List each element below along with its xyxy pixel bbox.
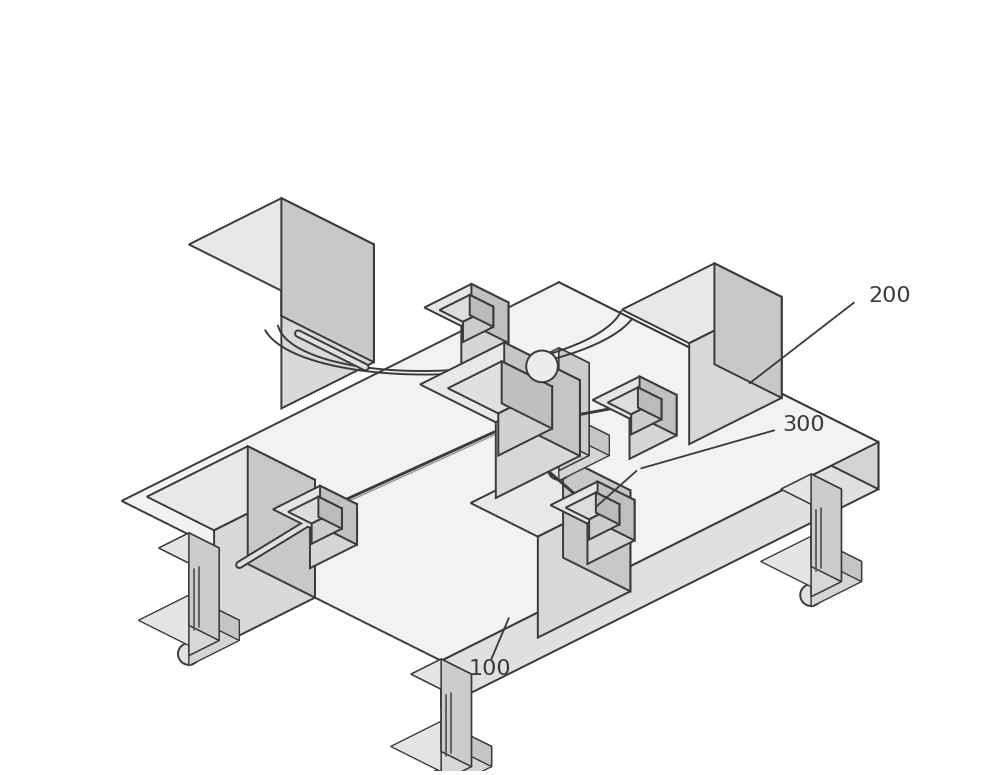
Polygon shape [587, 500, 635, 564]
Polygon shape [189, 533, 219, 640]
Polygon shape [638, 388, 661, 419]
Polygon shape [559, 282, 878, 489]
Polygon shape [811, 489, 841, 597]
Polygon shape [441, 442, 878, 708]
Polygon shape [496, 381, 580, 498]
Polygon shape [461, 302, 508, 367]
Polygon shape [281, 244, 374, 408]
Polygon shape [811, 474, 841, 582]
Polygon shape [424, 284, 508, 326]
Polygon shape [189, 198, 374, 291]
Polygon shape [761, 536, 862, 587]
Text: 300: 300 [782, 415, 825, 435]
Text: 100: 100 [468, 659, 511, 679]
Polygon shape [470, 295, 493, 327]
Polygon shape [471, 456, 630, 536]
Polygon shape [288, 497, 342, 524]
Polygon shape [441, 722, 492, 766]
Polygon shape [529, 348, 589, 378]
Polygon shape [310, 505, 357, 568]
Polygon shape [781, 474, 841, 505]
Polygon shape [439, 295, 493, 322]
Polygon shape [498, 387, 552, 456]
Circle shape [800, 584, 822, 606]
Polygon shape [608, 388, 661, 415]
Polygon shape [391, 722, 492, 772]
Polygon shape [598, 481, 635, 540]
Polygon shape [559, 363, 589, 470]
Polygon shape [502, 361, 552, 429]
Polygon shape [248, 446, 315, 598]
Polygon shape [441, 674, 471, 775]
Circle shape [526, 350, 558, 382]
Polygon shape [566, 492, 619, 519]
Polygon shape [689, 297, 782, 444]
Polygon shape [448, 361, 552, 414]
Polygon shape [629, 395, 677, 459]
Polygon shape [312, 508, 342, 544]
Polygon shape [441, 659, 471, 766]
Polygon shape [471, 284, 508, 343]
Polygon shape [122, 282, 878, 660]
Circle shape [178, 643, 200, 665]
Polygon shape [508, 410, 609, 460]
Polygon shape [538, 491, 630, 638]
Polygon shape [550, 481, 635, 524]
Circle shape [430, 770, 452, 775]
Polygon shape [559, 348, 589, 456]
Polygon shape [189, 595, 239, 640]
Polygon shape [640, 377, 677, 436]
Polygon shape [559, 436, 609, 480]
Polygon shape [811, 536, 862, 582]
Polygon shape [420, 343, 580, 422]
Polygon shape [411, 659, 471, 689]
Polygon shape [189, 620, 239, 666]
Polygon shape [320, 486, 357, 545]
Polygon shape [592, 377, 677, 418]
Polygon shape [559, 410, 609, 456]
Polygon shape [596, 492, 619, 525]
Polygon shape [714, 264, 782, 398]
Polygon shape [147, 446, 315, 530]
Polygon shape [563, 456, 630, 591]
Polygon shape [138, 595, 239, 646]
Polygon shape [622, 264, 782, 343]
Polygon shape [589, 505, 619, 539]
Polygon shape [441, 746, 492, 775]
Polygon shape [504, 343, 580, 456]
Polygon shape [159, 533, 219, 563]
Text: 200: 200 [868, 286, 911, 306]
Polygon shape [273, 486, 357, 528]
Polygon shape [281, 198, 374, 362]
Polygon shape [214, 480, 315, 648]
Polygon shape [189, 548, 219, 656]
Polygon shape [318, 497, 342, 529]
Polygon shape [631, 399, 661, 435]
Polygon shape [811, 561, 862, 607]
Circle shape [548, 458, 570, 480]
Polygon shape [463, 307, 493, 342]
